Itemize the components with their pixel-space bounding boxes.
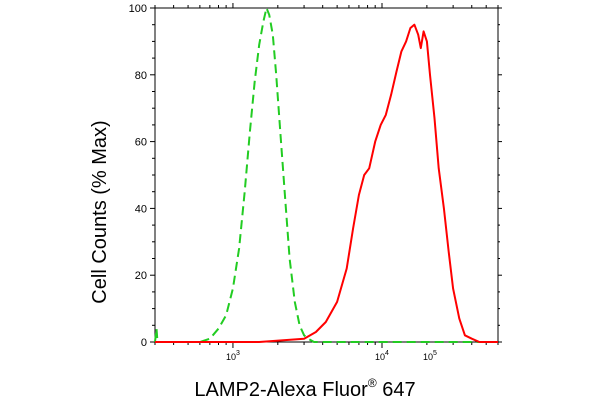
plot-area: 0 20 40 60 80 100 103 104 105: [129, 3, 502, 362]
y-tick-label: 80: [135, 70, 147, 82]
x-axis-title-suffix: 647: [377, 379, 416, 401]
x-tick-label: 105: [423, 350, 437, 362]
y-tick-label: 60: [135, 137, 147, 149]
plot-frame: [154, 7, 499, 343]
series-line-green-dashed: [154, 7, 498, 343]
y-tick-label: 0: [141, 337, 147, 349]
x-tick-label: 104: [375, 350, 389, 362]
y-axis-title: Cell Counts (% Max): [89, 120, 111, 303]
x-axis-title-superscript: ®: [368, 376, 377, 390]
x-axis-title: LAMP2-Alexa Fluor® 647: [194, 376, 415, 401]
y-tick-label: 40: [135, 203, 147, 215]
x-tick-label: 103: [226, 350, 240, 362]
series-line-red-solid: [155, 23, 498, 343]
x-axis-title-main: LAMP2-Alexa Fluor: [194, 379, 368, 401]
y-tick-label: 100: [129, 3, 147, 15]
y-tick-label: 20: [135, 270, 147, 282]
